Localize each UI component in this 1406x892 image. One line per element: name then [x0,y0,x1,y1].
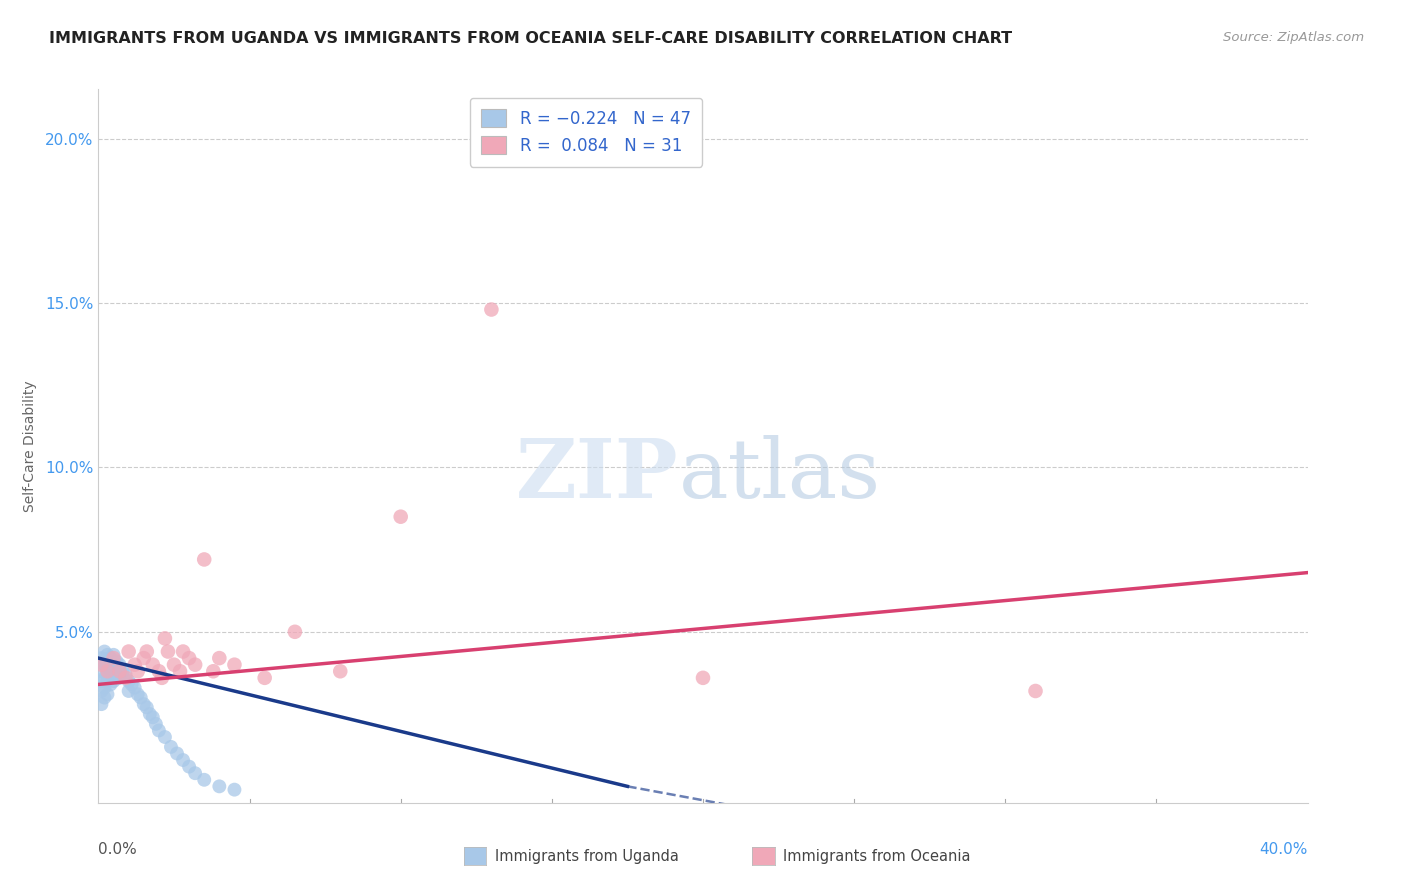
Point [150,671,173,685]
Point [129,690,152,705]
Point [135,644,157,658]
Text: Immigrants from Uganda: Immigrants from Uganda [495,849,679,863]
Point [105,667,128,681]
Point [389,509,412,524]
Point [179,651,201,665]
Point [124,681,146,695]
Point [284,624,307,639]
Point [169,665,191,679]
Point [184,766,207,780]
Point [93,644,115,658]
Point [184,657,207,672]
Text: Immigrants from Oceania: Immigrants from Oceania [783,849,970,863]
Point [90,657,112,672]
Point [1024,684,1046,698]
Point [179,759,201,773]
Point [692,671,714,685]
Point [90,697,112,711]
Point [118,644,141,658]
Text: 0.0%: 0.0% [98,842,138,857]
Point [93,657,115,672]
Point [103,674,125,689]
Point [208,651,231,665]
Point [103,648,125,662]
Text: 40.0%: 40.0% [1260,842,1308,857]
Point [193,772,215,787]
Point [132,697,155,711]
Point [142,657,165,672]
Text: atlas: atlas [679,434,882,515]
Point [108,671,131,685]
Point [253,671,276,685]
Point [172,644,194,658]
Point [124,657,146,672]
Point [481,302,503,317]
Point [103,651,125,665]
Text: Source: ZipAtlas.com: Source: ZipAtlas.com [1223,31,1364,45]
Point [166,747,188,761]
Point [135,700,157,714]
Point [96,674,118,689]
Point [114,667,136,681]
Point [156,644,179,658]
Point [153,632,176,646]
Point [90,684,112,698]
Point [90,665,112,679]
Point [96,687,118,701]
Point [90,651,112,665]
Point [90,674,112,689]
Point [329,665,352,679]
Point [100,665,122,679]
Point [108,657,131,672]
Text: ZIP: ZIP [516,434,679,515]
Point [93,681,115,695]
Point [127,665,149,679]
Point [127,687,149,701]
Point [96,648,118,662]
Point [105,654,128,668]
Point [96,665,118,679]
Point [224,782,246,797]
Point [96,661,118,675]
Point [111,665,134,679]
Point [153,730,176,744]
Point [139,706,162,721]
Legend: R = −0.224   N = 47, R =  0.084   N = 31: R = −0.224 N = 47, R = 0.084 N = 31 [470,97,702,167]
Point [163,657,186,672]
Point [224,657,246,672]
Point [100,651,122,665]
Point [108,665,131,679]
Point [121,677,143,691]
Point [100,677,122,691]
Point [160,739,183,754]
Point [193,552,215,566]
Point [148,665,170,679]
Text: IMMIGRANTS FROM UGANDA VS IMMIGRANTS FROM OCEANIA SELF-CARE DISABILITY CORRELATI: IMMIGRANTS FROM UGANDA VS IMMIGRANTS FRO… [49,31,1012,46]
Y-axis label: Self-Care Disability: Self-Care Disability [22,380,37,512]
Point [148,723,170,738]
Point [114,671,136,685]
Point [145,717,167,731]
Point [142,710,165,724]
Point [103,661,125,675]
Point [118,684,141,698]
Point [208,780,231,794]
Point [132,651,155,665]
Point [93,690,115,705]
Point [118,674,141,689]
Point [202,665,225,679]
Point [93,671,115,685]
Point [172,753,194,767]
